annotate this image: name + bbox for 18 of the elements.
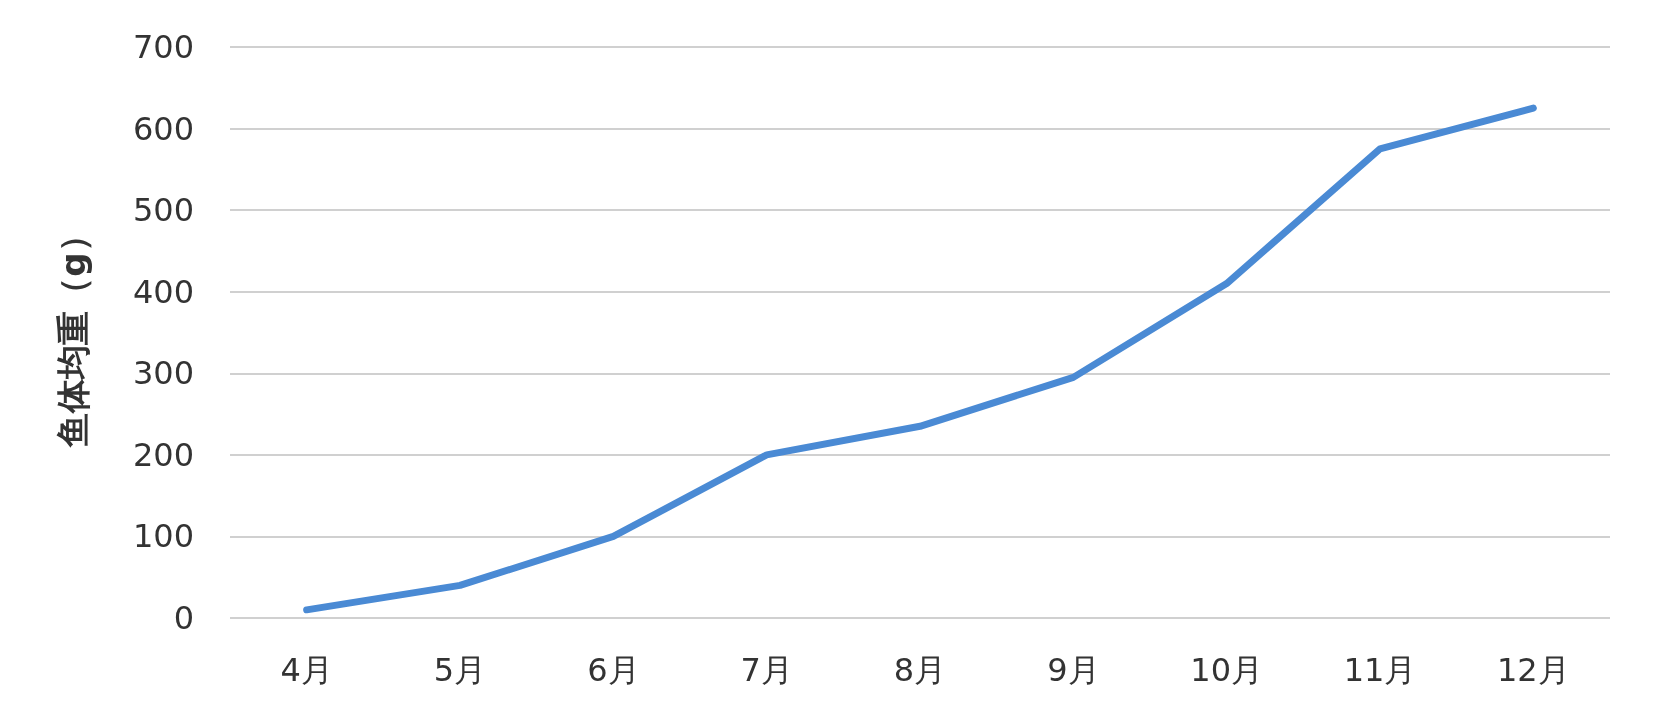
y-tick-label: 0 [173, 599, 194, 637]
y-tick-label: 200 [132, 435, 194, 474]
y-axis-title: 鱼体均重（g） [53, 218, 93, 448]
y-tick-label: 700 [132, 28, 194, 66]
y-tick-label: 100 [132, 517, 194, 556]
x-tick-label: 5月 [433, 651, 487, 689]
x-tick-label: 7月 [740, 651, 793, 689]
x-tick-label: 4月 [280, 651, 333, 689]
y-tick-label: 400 [132, 272, 194, 311]
x-tick-label: 12月 [1496, 651, 1570, 689]
y-tick-label: 600 [132, 109, 194, 148]
y-tick-label: 300 [132, 354, 194, 393]
x-tick-label: 8月 [893, 651, 947, 689]
y-tick-label: 500 [132, 191, 194, 230]
x-tick-label: 10月 [1190, 651, 1264, 689]
x-tick-label: 9月 [1047, 651, 1100, 689]
x-tick-label: 6月 [587, 651, 640, 689]
x-tick-label: 11月 [1343, 651, 1417, 689]
